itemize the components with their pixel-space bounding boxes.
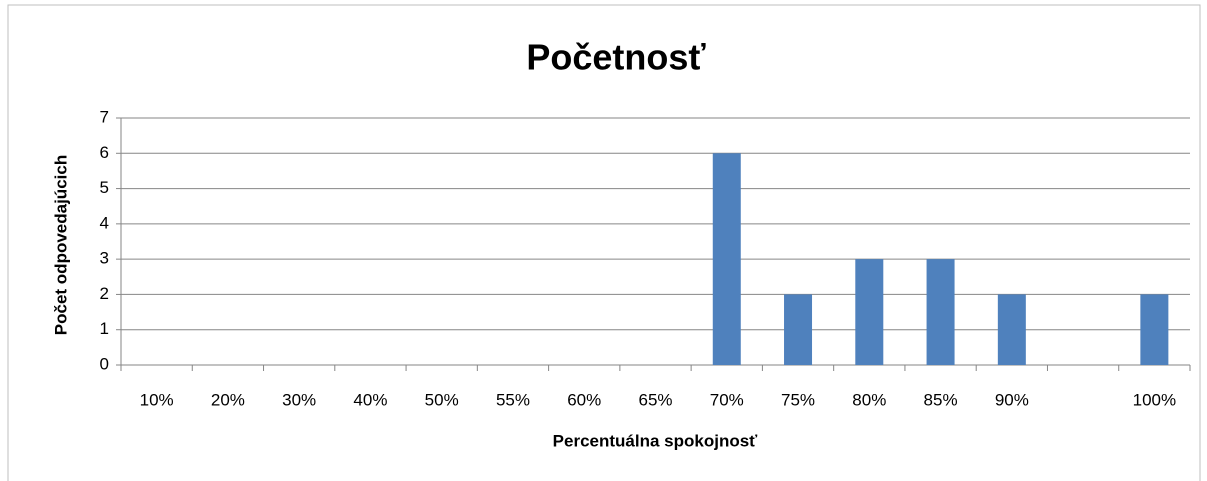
x-tick-label: 60%: [567, 390, 601, 409]
chart-border: [7, 4, 1201, 481]
bar: [926, 259, 955, 365]
chart-title: Početnosť: [526, 37, 706, 78]
bar: [784, 294, 813, 365]
y-tick-label: 4: [100, 213, 109, 232]
x-tick-label: 80%: [852, 390, 886, 409]
x-tick-label: 90%: [995, 390, 1029, 409]
y-tick-label: 2: [100, 284, 109, 303]
bar: [712, 153, 741, 365]
x-tick-label: 10%: [140, 390, 174, 409]
y-tick-label: 5: [100, 178, 109, 197]
y-tick-label: 7: [100, 107, 109, 126]
y-tick-label: 6: [100, 143, 109, 162]
x-tick-label: 40%: [353, 390, 387, 409]
x-tick-label: 55%: [496, 390, 530, 409]
x-tick-label: 65%: [638, 390, 672, 409]
x-tick-label: 30%: [282, 390, 316, 409]
y-tick-label: 0: [100, 354, 109, 373]
x-tick-label: 70%: [710, 390, 744, 409]
x-tick-label: 85%: [924, 390, 958, 409]
x-tick-label: 75%: [781, 390, 815, 409]
x-axis-label: Percentuálna spokojnosť: [553, 431, 758, 450]
bar: [855, 259, 884, 365]
y-tick-label: 3: [100, 249, 109, 268]
bar: [997, 294, 1026, 365]
x-tick-label: 100%: [1133, 390, 1176, 409]
bar: [1140, 294, 1169, 365]
y-tick-label: 1: [100, 319, 109, 338]
y-axis-label: Počet odpovedajúcich: [51, 155, 70, 335]
x-tick-label: 20%: [211, 390, 245, 409]
x-tick-label: 50%: [425, 390, 459, 409]
